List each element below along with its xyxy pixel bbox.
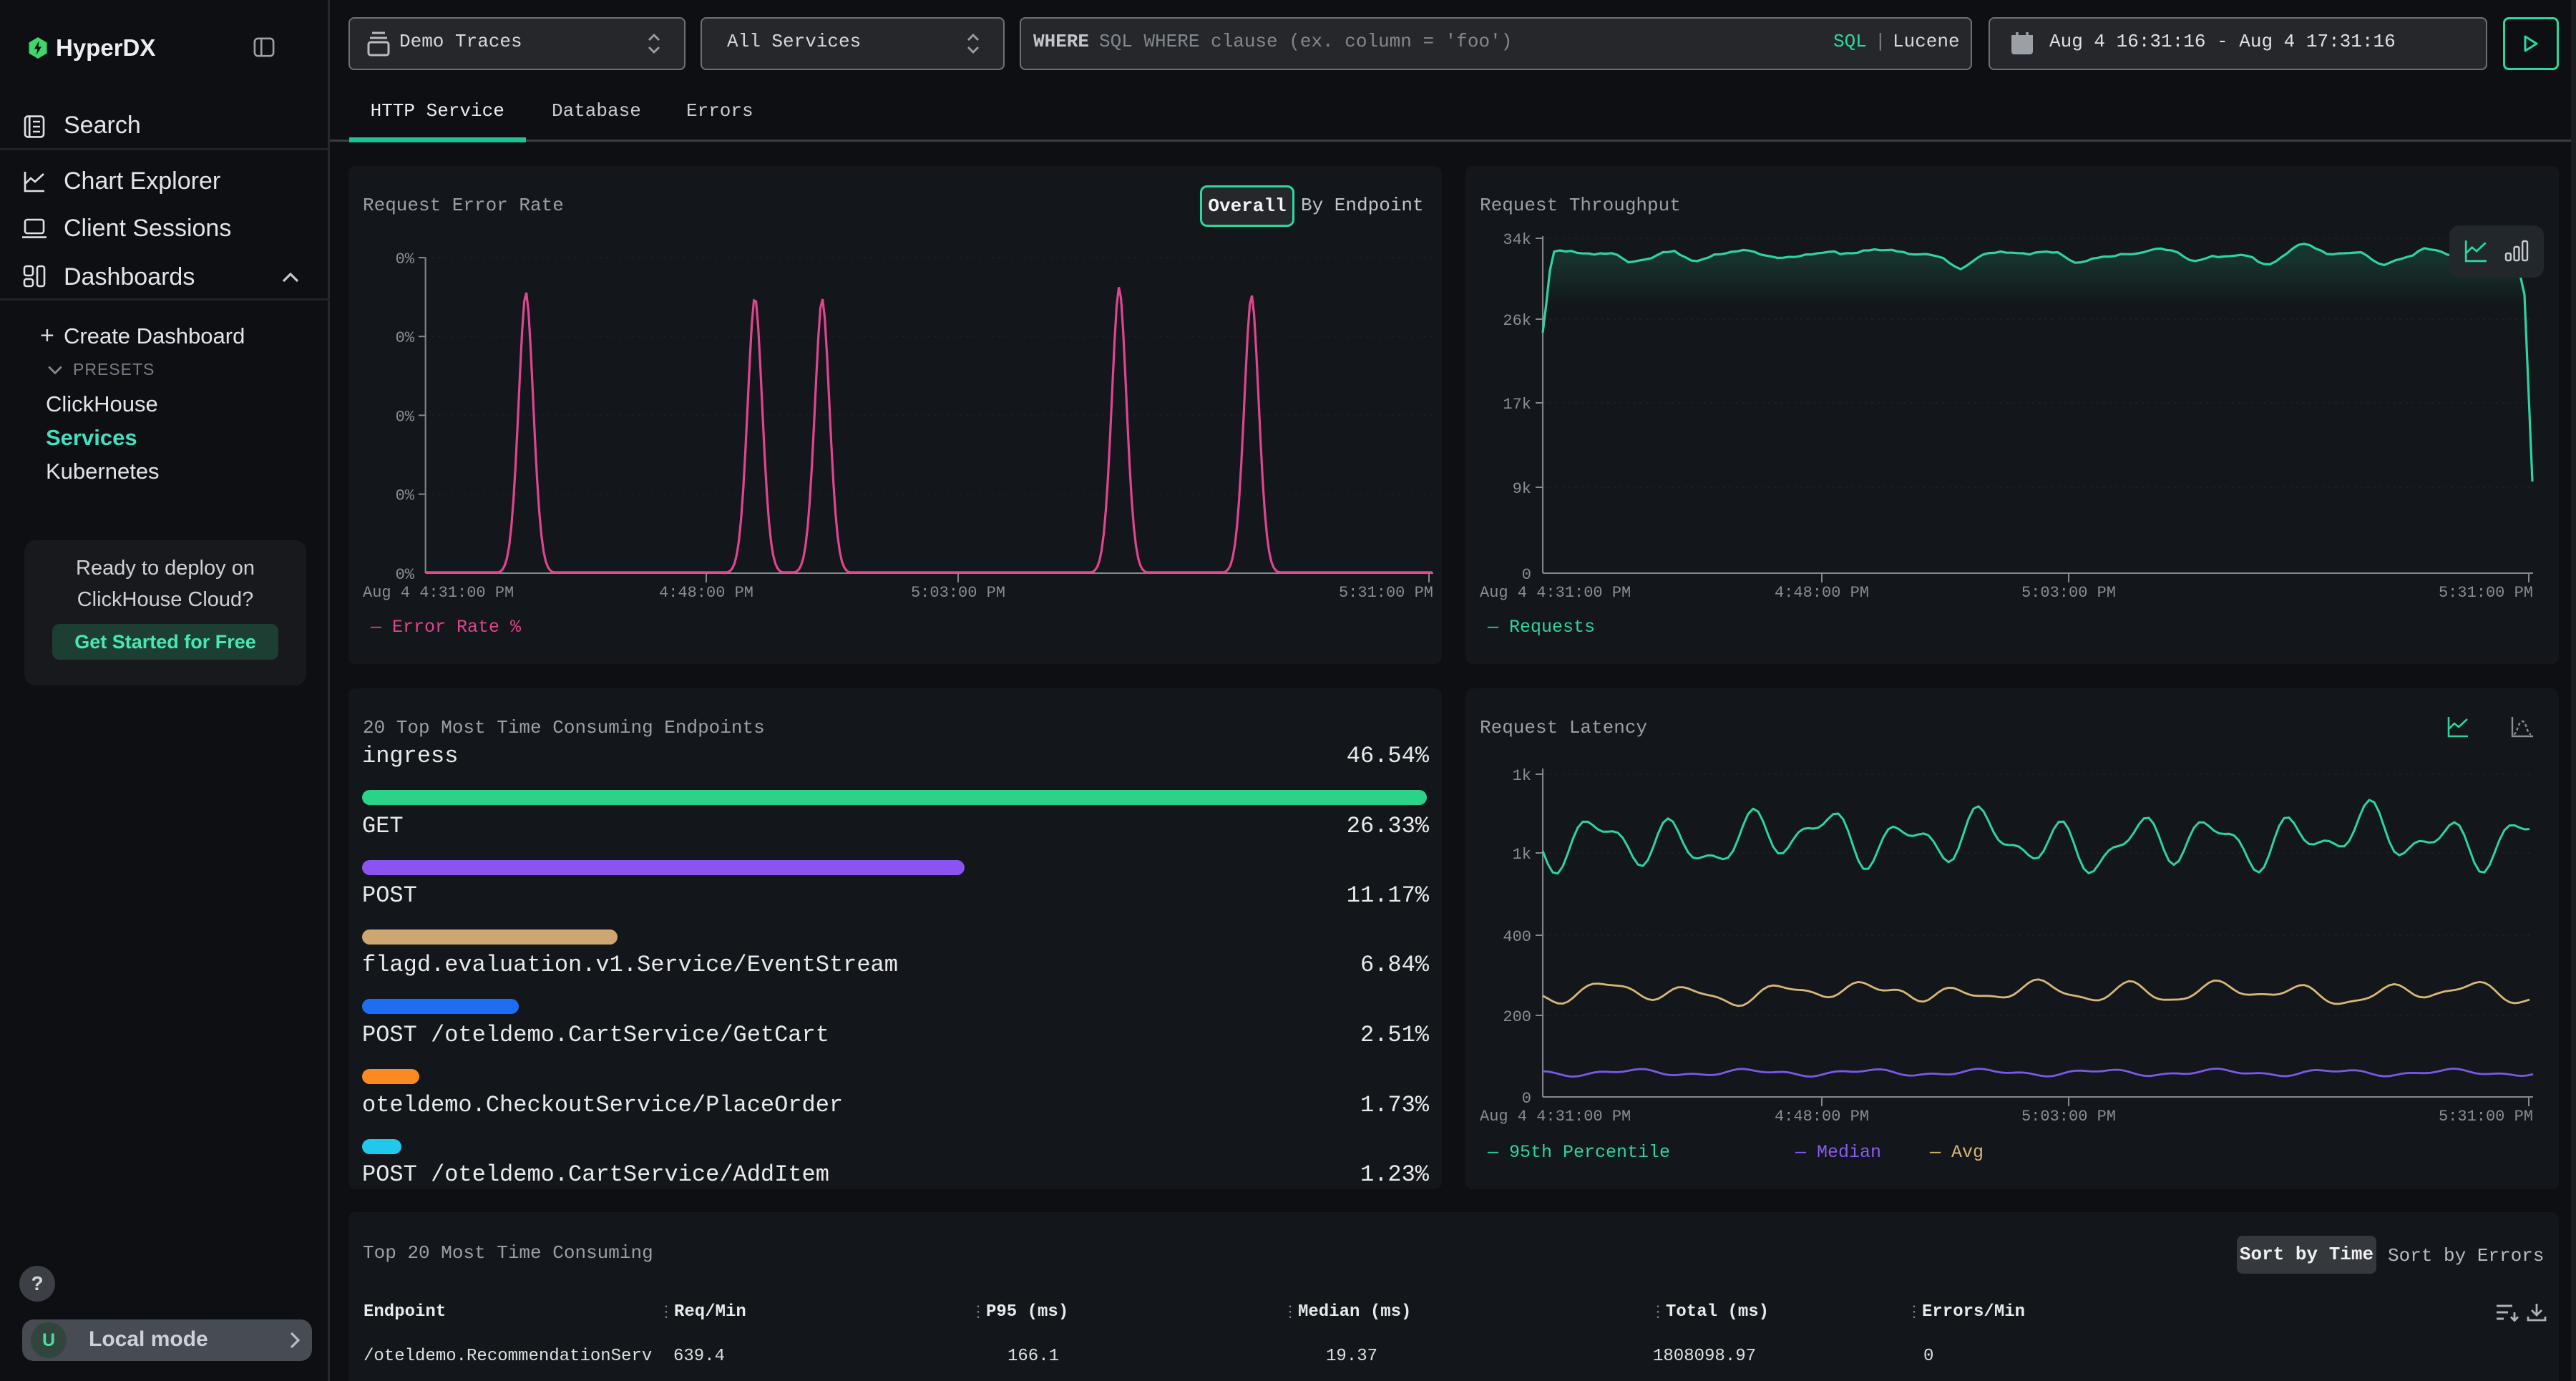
svg-text:34k: 34k: [1503, 231, 1531, 249]
svg-text:5:03:00 PM: 5:03:00 PM: [2021, 1108, 2116, 1126]
svg-text:Aug 4 4:31:00 PM: Aug 4 4:31:00 PM: [1480, 584, 1631, 602]
svg-text:400: 400: [1503, 928, 1531, 946]
svg-text:26k: 26k: [1503, 312, 1531, 330]
svg-text:4:48:00 PM: 4:48:00 PM: [659, 584, 753, 602]
svg-text:5:31:00 PM: 5:31:00 PM: [1339, 584, 1433, 602]
svg-text:17k: 17k: [1503, 396, 1531, 414]
svg-text:0: 0: [1522, 566, 1531, 584]
svg-text:4:48:00 PM: 4:48:00 PM: [1775, 584, 1869, 602]
svg-text:Aug 4 4:31:00 PM: Aug 4 4:31:00 PM: [363, 584, 514, 602]
svg-text:0%: 0%: [396, 329, 415, 347]
svg-text:5:03:00 PM: 5:03:00 PM: [2021, 584, 2116, 602]
svg-text:0%: 0%: [396, 487, 415, 505]
svg-text:0%: 0%: [396, 566, 415, 584]
svg-text:5:03:00 PM: 5:03:00 PM: [911, 584, 1005, 602]
svg-text:0%: 0%: [396, 408, 415, 426]
svg-text:200: 200: [1503, 1008, 1531, 1026]
svg-text:0%: 0%: [396, 250, 415, 268]
svg-text:5:31:00 PM: 5:31:00 PM: [2439, 584, 2533, 602]
svg-text:1k: 1k: [1513, 846, 1531, 864]
svg-text:Aug 4 4:31:00 PM: Aug 4 4:31:00 PM: [1480, 1108, 1631, 1126]
svg-text:9k: 9k: [1513, 480, 1531, 498]
svg-text:5:31:00 PM: 5:31:00 PM: [2439, 1108, 2533, 1126]
svg-text:1k: 1k: [1513, 767, 1531, 785]
svg-text:0: 0: [1522, 1090, 1531, 1108]
svg-text:4:48:00 PM: 4:48:00 PM: [1775, 1108, 1869, 1126]
